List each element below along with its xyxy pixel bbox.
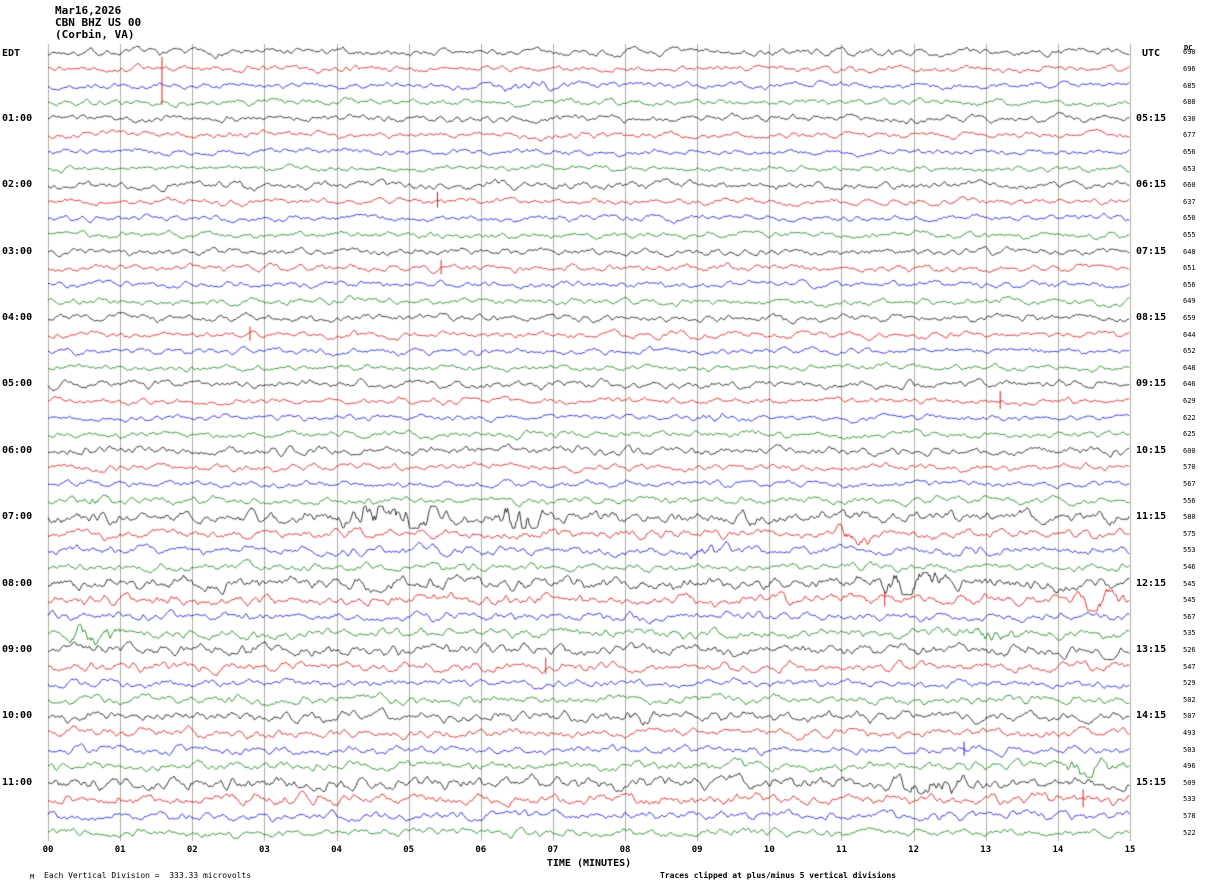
right-time-label: 10:15 [1136,444,1167,456]
x-axis-tick: 02 [186,845,198,855]
dc-value: 651 [1183,264,1196,273]
dc-value: 646 [1183,380,1196,389]
dc-value: 655 [1183,230,1196,239]
dc-column-label: DC [1184,44,1193,52]
dc-value: 659 [1183,313,1196,322]
left-time-label: 11:00 [2,776,33,788]
dc-value: 580 [1183,513,1196,522]
dc-value: 652 [1183,347,1196,356]
right-time-label: 09:15 [1136,378,1167,390]
x-axis-tick: 12 [908,845,920,855]
left-time-label: 01:00 [2,112,33,124]
x-axis-tick: 08 [619,845,631,855]
x-axis-tick: 01 [114,845,126,855]
dc-value: 533 [1183,795,1196,804]
left-time-label: 08:00 [2,577,33,589]
x-axis-tick: 14 [1052,845,1064,855]
dc-value: 685 [1183,81,1196,90]
dc-value: 625 [1183,430,1196,439]
left-time-label: 03:00 [2,245,33,257]
plot-date: Mar16,2026 [55,4,122,17]
dc-value: 622 [1183,413,1196,422]
x-axis-tick: 09 [691,845,703,855]
x-axis-tick: 03 [258,845,270,855]
dc-value: 535 [1183,629,1196,638]
dc-value: 690 [1183,48,1196,57]
dc-value: 567 [1183,612,1196,621]
dc-value: 556 [1183,496,1196,505]
x-axis-tick: 06 [475,845,487,855]
dc-value: 660 [1183,181,1196,190]
dc-value: 688 [1183,98,1196,107]
dc-value: 575 [1183,529,1196,538]
left-time-label: 04:00 [2,311,33,323]
dc-value: 547 [1183,662,1196,671]
x-axis-tick: 04 [331,845,342,855]
dc-value: 502 [1183,695,1196,704]
right-time-label: 11:15 [1136,511,1167,523]
right-time-label: 12:15 [1136,577,1167,589]
station-location: (Corbin, VA) [55,28,135,41]
dc-value: 650 [1183,214,1196,223]
dc-value: 496 [1183,762,1196,771]
right-time-label: 08:15 [1136,311,1167,323]
right-time-label: 15:15 [1136,776,1167,788]
dc-value: 578 [1183,812,1196,821]
dc-value: 567 [1183,480,1196,488]
left-time-label: 06:00 [2,444,33,456]
x-axis-tick: 10 [763,845,775,855]
dc-value: 546 [1183,563,1196,572]
dc-value: 656 [1183,280,1196,289]
right-time-label: 05:15 [1136,112,1167,124]
x-axis-tick: 00 [42,845,54,855]
left-time-label: 02:00 [2,179,33,191]
vertical-division-scale-note: Each Vertical Division = 333.33 microvol… [44,871,252,880]
dc-value: 493 [1183,729,1196,738]
x-axis-title: TIME (MINUTES) [546,858,632,869]
left-time-label: 10:00 [2,710,33,722]
right-time-label: 14:15 [1136,710,1167,722]
dc-value: 648 [1183,247,1196,256]
x-axis-tick: 15 [1124,845,1136,855]
dc-value: 648 [1183,363,1196,372]
dc-value: 545 [1183,579,1196,588]
station-code: CBN BHZ US 00 [55,16,142,29]
dc-value: 644 [1183,330,1196,339]
right-time-label: 06:15 [1136,179,1167,191]
dc-value: 509 [1183,778,1196,787]
dc-value: 656 [1183,147,1196,156]
dc-value: 600 [1183,446,1196,455]
x-axis-tick: 05 [403,845,415,855]
x-axis-tick: 11 [836,845,847,855]
dc-value: 629 [1183,396,1196,405]
left-time-label: 05:00 [2,378,33,390]
left-time-label: 07:00 [2,511,33,523]
footer-marker: M [30,873,35,881]
dc-value: 503 [1183,745,1196,754]
dc-value: 653 [1183,164,1196,173]
left-time-label: 09:00 [2,644,33,656]
dc-value: 637 [1183,197,1196,206]
right-time-label: 07:15 [1136,245,1167,257]
x-axis-tick: 13 [980,845,992,855]
dc-value: 570 [1183,463,1196,472]
dc-value: 522 [1183,828,1196,837]
dc-value: 526 [1183,646,1196,655]
trace-clip-note: Traces clipped at plus/minus 5 vertical … [660,871,897,880]
right-time-label: 13:15 [1136,644,1167,656]
dc-value: 696 [1183,64,1196,73]
left-timezone-label: EDT [2,48,21,59]
dc-value: 649 [1183,297,1196,306]
dc-value: 553 [1183,546,1196,555]
dc-value: 677 [1183,131,1196,140]
right-timezone-label: UTC [1142,48,1161,59]
dc-value: 630 [1183,114,1196,123]
x-axis-tick: 07 [547,845,559,855]
dc-value: 507 [1183,712,1196,721]
dc-value: 529 [1183,679,1196,688]
dc-value: 545 [1183,596,1196,605]
